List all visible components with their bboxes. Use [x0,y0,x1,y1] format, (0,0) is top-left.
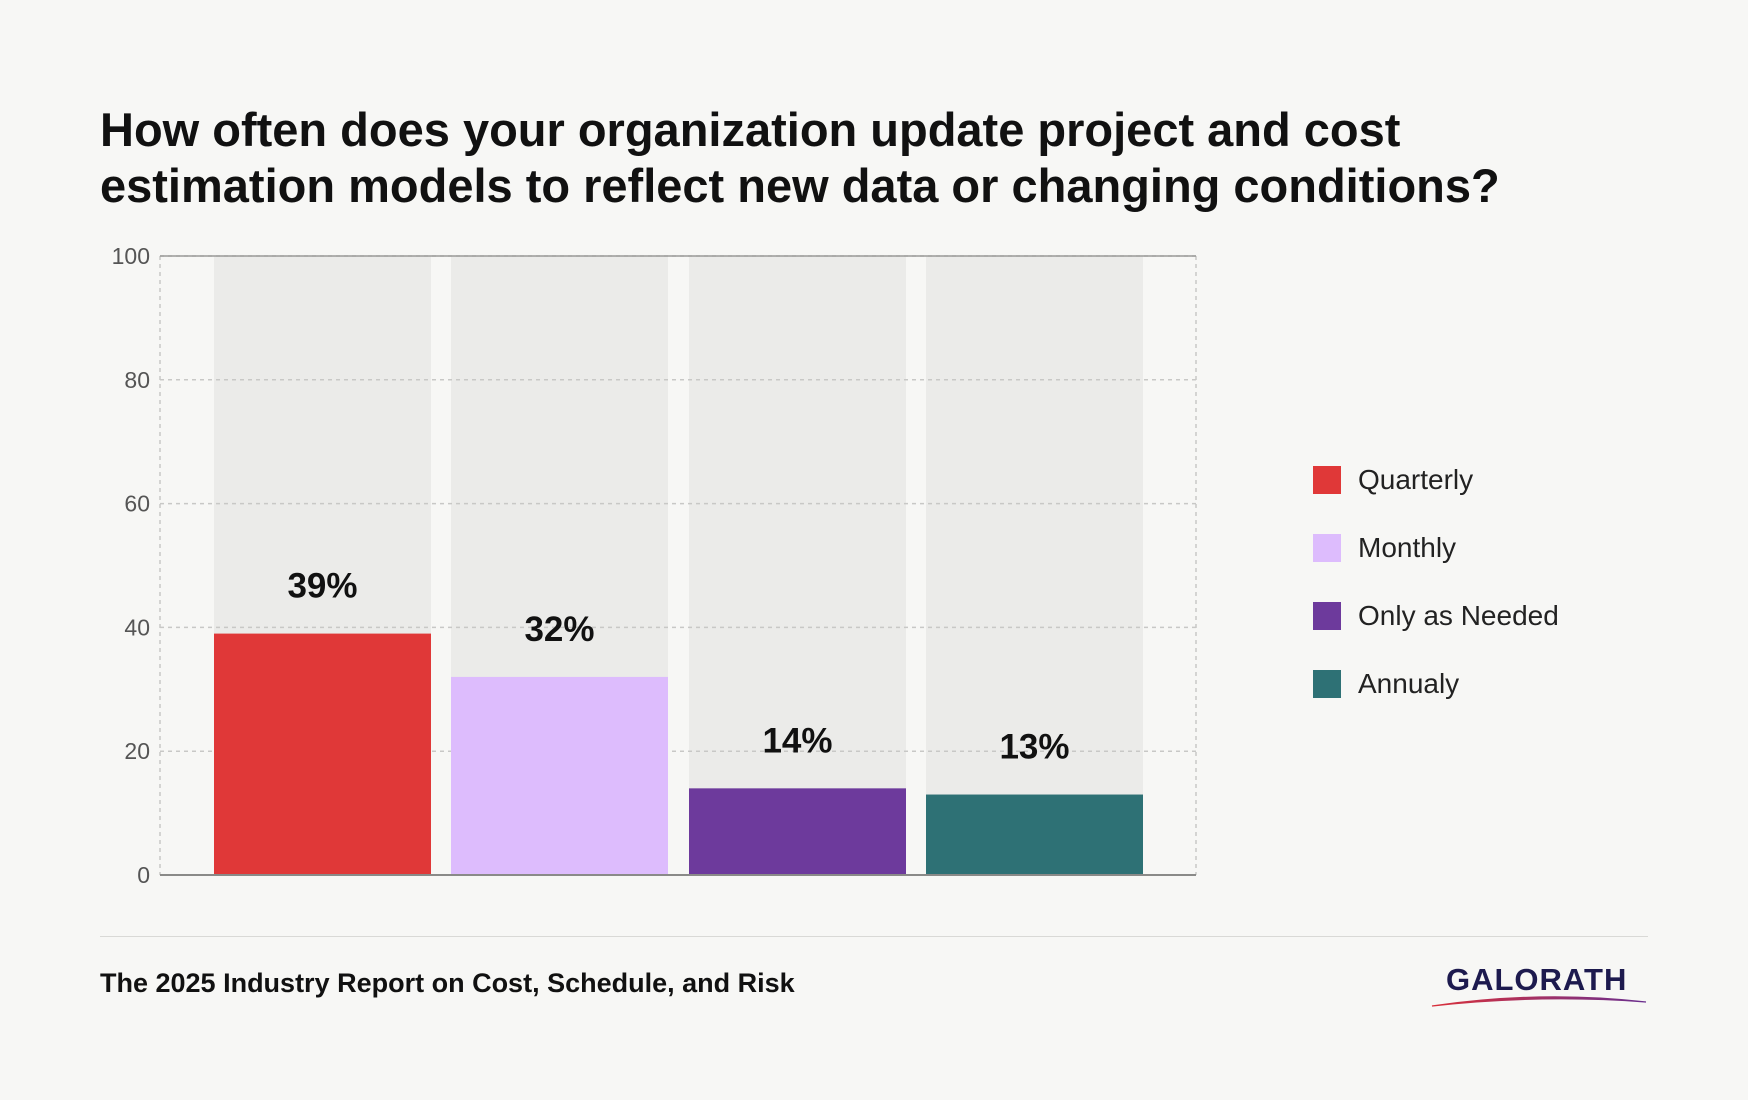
value-label-annualy: 13% [999,728,1069,767]
legend-item-only-as-needed: Only as Needed [1313,582,1559,650]
value-label-only-as-needed: 14% [762,721,832,760]
legend-swatch-only-as-needed [1313,602,1341,630]
bar-quarterly [214,633,431,875]
y-tick-label-0: 0 [137,862,150,888]
footer-divider [100,936,1648,937]
legend-item-monthly: Monthly [1313,514,1559,582]
report-source: The 2025 Industry Report on Cost, Schedu… [100,968,795,998]
y-tick-label-100: 100 [112,243,150,269]
legend-item-quarterly: Quarterly [1313,446,1559,514]
bar-background-only-as-needed [689,256,906,875]
chart-title-line-2: estimation models to reflect new data or… [100,159,1500,212]
legend-swatch-monthly [1313,534,1341,562]
legend-item-annualy: Annualy [1313,650,1559,718]
legend-swatch-annualy [1313,670,1341,698]
y-tick-label-40: 40 [124,614,150,640]
legend-swatch-quarterly [1313,466,1341,494]
chart-title: How often does your organization update … [100,102,1580,214]
logo-wordmark: GALORATH [1446,962,1628,997]
bar-monthly [451,676,668,875]
legend-label-annualy: Annualy [1358,668,1460,699]
y-tick-label-80: 80 [124,367,150,393]
bar-only-as-needed [689,788,906,875]
y-tick-label-60: 60 [124,491,150,517]
bar-chart: 0 20 40 60 80 100 39% 32% 14% 13% [112,243,1197,888]
logo-swoosh-icon [1431,996,1647,1007]
value-label-monthly: 32% [524,610,594,649]
legend: Quarterly Monthly Only as Needed Annualy [1313,446,1559,718]
galorath-logo: GALORATH [1430,962,1648,1010]
value-label-quarterly: 39% [287,567,357,606]
bar-annualy [926,794,1143,875]
chart-title-line-1: How often does your organization update … [100,103,1401,156]
legend-label-quarterly: Quarterly [1358,464,1474,495]
bar-background-annualy [926,256,1143,875]
legend-label-monthly: Monthly [1358,532,1457,563]
legend-label-only-as-needed: Only as Needed [1358,600,1559,631]
y-tick-label-20: 20 [124,738,150,764]
